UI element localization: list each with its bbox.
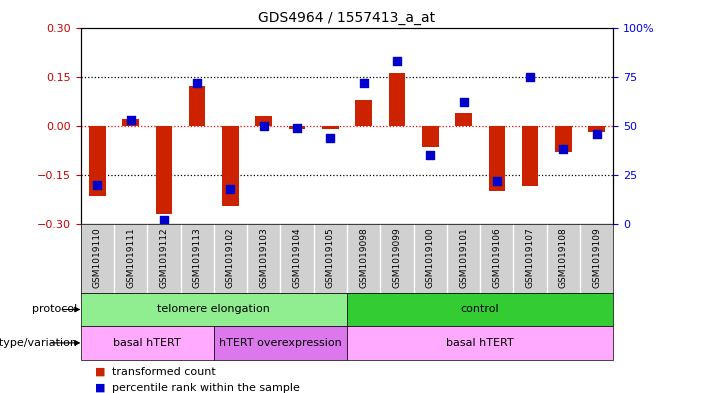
Bar	[289, 126, 306, 129]
Bar	[388, 73, 405, 126]
Text: genotype/variation: genotype/variation	[0, 338, 77, 348]
Text: GSM1019105: GSM1019105	[326, 228, 335, 288]
Bar	[347, 326, 613, 360]
Bar	[422, 126, 439, 147]
Point	[558, 146, 569, 152]
Bar	[588, 126, 605, 132]
Point	[491, 178, 503, 184]
Bar	[122, 119, 139, 126]
Bar	[255, 116, 272, 126]
Bar	[214, 326, 347, 360]
Text: ■: ■	[95, 383, 105, 393]
Text: GSM1019106: GSM1019106	[492, 228, 501, 288]
Point	[258, 123, 269, 129]
Point	[425, 152, 436, 158]
Text: percentile rank within the sample: percentile rank within the sample	[112, 383, 300, 393]
Text: GSM1019104: GSM1019104	[292, 228, 301, 288]
Text: protocol: protocol	[32, 305, 77, 314]
Text: GSM1019110: GSM1019110	[93, 228, 102, 288]
Bar	[89, 126, 106, 196]
Bar	[522, 126, 538, 186]
Text: GSM1019111: GSM1019111	[126, 228, 135, 288]
Bar	[81, 326, 214, 360]
Text: GSM1019109: GSM1019109	[592, 228, 601, 288]
Text: basal hTERT: basal hTERT	[447, 338, 514, 348]
Point	[458, 99, 469, 105]
Text: control: control	[461, 305, 500, 314]
Text: GSM1019107: GSM1019107	[526, 228, 535, 288]
Text: GSM1019102: GSM1019102	[226, 228, 235, 288]
Bar	[322, 126, 339, 129]
Text: basal hTERT: basal hTERT	[114, 338, 181, 348]
Bar	[347, 293, 613, 326]
Text: GSM1019100: GSM1019100	[426, 228, 435, 288]
Point	[191, 79, 203, 86]
Point	[292, 125, 303, 131]
Text: hTERT overexpression: hTERT overexpression	[219, 338, 342, 348]
Point	[524, 73, 536, 80]
Bar	[222, 126, 239, 206]
Point	[158, 217, 170, 223]
Bar	[355, 99, 372, 126]
Text: transformed count: transformed count	[112, 367, 216, 377]
Text: GSM1019113: GSM1019113	[193, 228, 202, 288]
Point	[591, 130, 602, 137]
Bar	[189, 86, 205, 126]
Text: GSM1019098: GSM1019098	[359, 228, 368, 288]
Bar	[455, 113, 472, 126]
Bar	[489, 126, 505, 191]
Point	[125, 117, 136, 123]
Bar	[81, 293, 347, 326]
Text: telomere elongation: telomere elongation	[157, 305, 271, 314]
Point	[325, 134, 336, 141]
Text: GSM1019108: GSM1019108	[559, 228, 568, 288]
Text: GSM1019099: GSM1019099	[393, 228, 402, 288]
Bar	[156, 126, 172, 214]
Point	[358, 79, 369, 86]
Point	[225, 185, 236, 192]
Text: GSM1019101: GSM1019101	[459, 228, 468, 288]
Text: GSM1019112: GSM1019112	[159, 228, 168, 288]
Point	[92, 182, 103, 188]
Title: GDS4964 / 1557413_a_at: GDS4964 / 1557413_a_at	[259, 11, 435, 25]
Text: GSM1019103: GSM1019103	[259, 228, 268, 288]
Bar	[555, 126, 572, 152]
Text: ■: ■	[95, 367, 105, 377]
Point	[391, 58, 402, 64]
